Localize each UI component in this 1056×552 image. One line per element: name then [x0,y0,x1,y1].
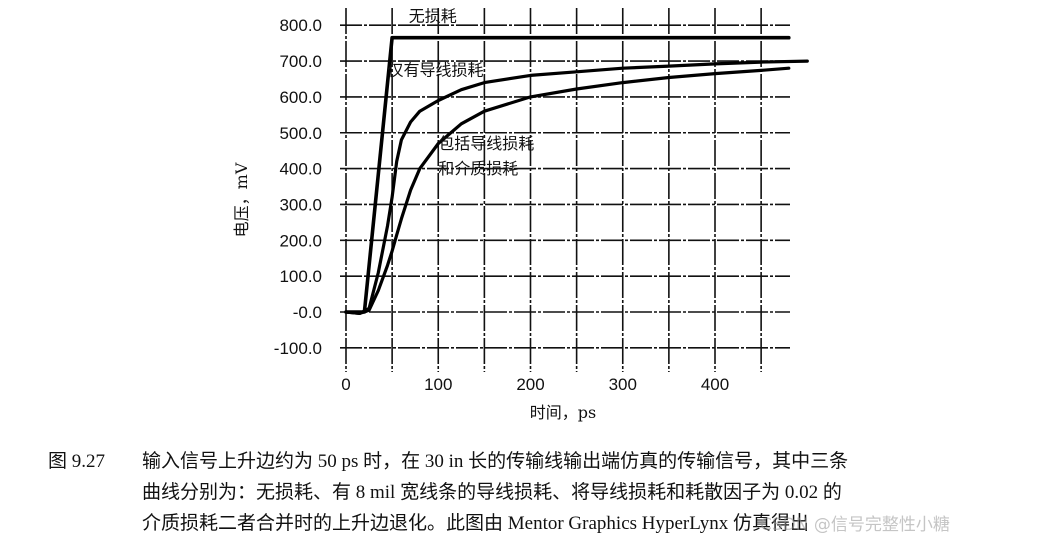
x-tick-labels: 0 100 200 300 400 [341,375,729,394]
curve-annotation: 无损耗 [409,7,457,26]
x-tick-label: 0 [341,375,350,394]
curve-annotation: 包括导线损耗 [438,134,534,153]
y-tick-label: 100.0 [279,267,322,286]
figure-number: 图 9.27 [48,451,106,472]
caption-line-2: 曲线分别为：无损耗、有 8 mil 宽线条的导线损耗、将导线损耗和耗散因子为 0… [142,482,842,503]
y-tick-label: 600.0 [279,88,322,107]
watermark: CSDN @信号完整性小糖 [760,515,950,535]
voltage-time-chart: 800.0 700.0 600.0 500.0 400.0 300.0 200.0 100.0… [232,7,809,422]
plot-grid [340,8,790,372]
y-tick-label: 400.0 [279,160,322,179]
y-tick-label: -100.0 [274,339,322,358]
curve-annotation: 和介质损耗 [438,159,518,178]
caption-text: 输入信号上升边约为 50 ps 时，在 30 in 长的传输线输出端仿真的传输信… [142,446,1042,539]
x-tick-label: 200 [516,375,544,394]
y-tick-label: 800.0 [279,16,322,35]
x-tick-label: 400 [701,375,729,394]
conductor-loss-curve [344,59,809,315]
x-tick-label: 100 [424,375,452,394]
y-tick-label: -0.0 [293,303,322,322]
y-tick-labels: 800.0 700.0 600.0 500.0 400.0 300.0 200.0 100.0… [274,16,322,358]
y-tick-label: 700.0 [279,52,322,71]
y-tick-label: 200.0 [279,231,322,250]
conductor-dielectric-loss-curve [344,66,791,315]
curve-annotation: 仅有导线损耗 [388,60,484,79]
x-tick-label: 300 [609,375,637,394]
y-tick-label: 500.0 [279,124,322,143]
y-tick-label: 300.0 [279,195,322,214]
x-axis-label: 时间，ps [530,403,596,422]
caption-line-3: 介质损耗二者合并时的上升边退化。此图由 Mentor Graphics Hype… [142,513,810,534]
curves [344,35,809,315]
caption-line-1: 输入信号上升边约为 50 ps 时，在 30 in 长的传输线输出端仿真的传输信… [142,451,849,472]
y-axis-label: 电压，mV [232,162,251,237]
